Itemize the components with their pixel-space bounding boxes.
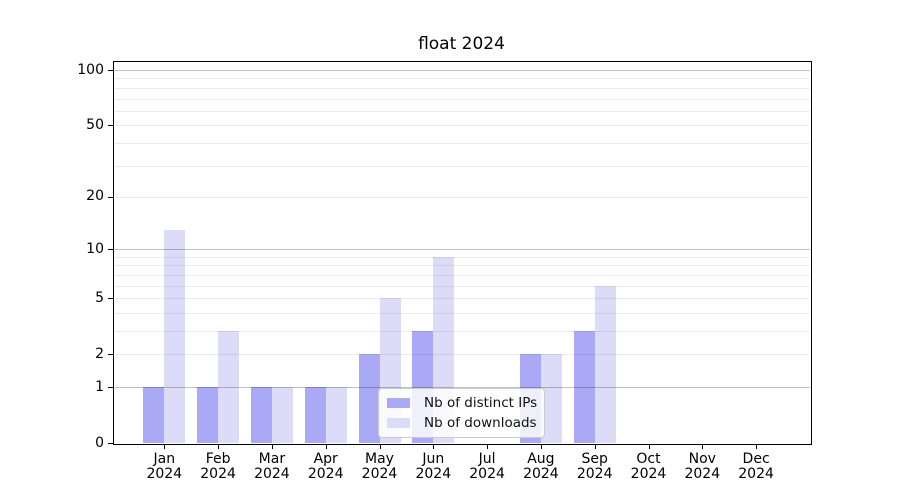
x-tick-apr-2024 <box>325 444 327 449</box>
x-tick-label-dec-2024: Dec 2024 <box>720 452 792 482</box>
x-tick-sep-2024 <box>594 444 596 449</box>
x-tick-label-line: 2024 <box>523 466 559 482</box>
y-tick-label-1: 1 <box>95 378 104 395</box>
bar-nb-of-downloads-jan-2024 <box>164 229 186 443</box>
x-tick-jan-2024 <box>164 444 166 449</box>
x-tick-label-nov-2024: Nov 2024 <box>666 452 738 482</box>
x-tick-label-line: 2024 <box>684 466 721 482</box>
legend-entry-distinct-ips: Nb of distinct IPs <box>387 395 538 412</box>
x-tick-label-line: 2024 <box>254 466 290 482</box>
bar-nb-of-distinct-ips-may-2024 <box>358 354 380 443</box>
y-tick-1 <box>108 387 113 388</box>
x-tick-label-line: Feb <box>205 451 231 467</box>
y-tick-20 <box>108 196 113 198</box>
x-tick-dec-2024 <box>756 444 758 449</box>
bar-nb-of-downloads-mar-2024 <box>271 387 293 443</box>
y-tick-label-20: 20 <box>86 188 104 205</box>
x-tick-label-line: Jul <box>478 451 496 467</box>
x-tick-label-line: Jun <box>422 451 445 467</box>
bar-nb-of-distinct-ips-jan-2024 <box>143 387 165 443</box>
bar-nb-of-downloads-feb-2024 <box>218 331 240 443</box>
y-tick-label-0: 0 <box>95 434 104 451</box>
x-tick-label-line: Apr <box>313 451 338 467</box>
x-tick-label-mar-2024: Mar 2024 <box>236 452 308 482</box>
y-tick-label-2: 2 <box>95 345 104 362</box>
y-tick-label-5: 5 <box>95 289 104 306</box>
y-tick-2 <box>108 354 113 356</box>
x-tick-label-line: Sep <box>581 451 608 467</box>
bars-layer <box>113 61 810 443</box>
x-tick-label-apr-2024: Apr 2024 <box>290 452 362 482</box>
y-tick-50 <box>108 125 113 127</box>
bar-nb-of-distinct-ips-feb-2024 <box>197 387 219 443</box>
x-tick-label-line: Oct <box>636 451 661 467</box>
x-tick-mar-2024 <box>271 444 273 449</box>
x-tick-label-line: Dec <box>742 451 770 467</box>
x-tick-label-line: Nov <box>688 451 716 467</box>
x-tick-label-aug-2024: Aug 2024 <box>505 452 577 482</box>
chart-title: float 2024 <box>418 34 505 54</box>
bar-nb-of-distinct-ips-mar-2024 <box>250 387 272 443</box>
y-tick-10 <box>108 249 113 251</box>
x-tick-label-jul-2024: Jul 2024 <box>451 452 523 482</box>
x-tick-label-line: Jan <box>153 451 176 467</box>
x-tick-label-line: 2024 <box>361 466 398 482</box>
x-tick-label-line: 2024 <box>415 466 452 482</box>
legend-entry-downloads: Nb of downloads <box>387 414 537 431</box>
x-tick-label-line: 2024 <box>200 466 236 482</box>
legend: Nb of distinct IPs Nb of downloads <box>378 388 545 438</box>
x-tick-feb-2024 <box>218 444 220 449</box>
y-tick-100 <box>108 70 113 71</box>
x-tick-label-oct-2024: Oct 2024 <box>613 452 685 482</box>
bar-nb-of-distinct-ips-apr-2024 <box>304 387 326 443</box>
x-tick-label-line: 2024 <box>738 466 774 482</box>
x-tick-label-line: May <box>365 451 394 467</box>
x-tick-label-line: 2024 <box>576 466 613 482</box>
x-tick-label-line: 2024 <box>469 466 505 482</box>
x-tick-label-line: 2024 <box>307 466 344 482</box>
x-tick-label-line: 2024 <box>630 466 667 482</box>
x-tick-may-2024 <box>379 444 381 449</box>
x-tick-aug-2024 <box>540 444 542 449</box>
y-tick-label-50: 50 <box>86 116 104 133</box>
x-tick-jul-2024 <box>487 444 489 449</box>
x-tick-label-line: Mar <box>258 451 286 467</box>
y-tick-0 <box>108 443 113 444</box>
x-tick-label-jan-2024: Jan 2024 <box>128 452 200 482</box>
bar-nb-of-downloads-sep-2024 <box>594 285 616 443</box>
x-tick-label-line: 2024 <box>146 466 183 482</box>
x-tick-jun-2024 <box>433 444 435 449</box>
x-tick-label-jun-2024: Jun 2024 <box>397 452 469 482</box>
legend-swatch-distinct-ips-icon <box>387 398 410 409</box>
x-tick-label-line: Aug <box>527 451 555 467</box>
x-tick-label-may-2024: May 2024 <box>344 452 416 482</box>
x-tick-oct-2024 <box>648 444 650 449</box>
x-tick-nov-2024 <box>702 444 704 449</box>
y-tick-5 <box>108 298 113 300</box>
x-tick-label-feb-2024: Feb 2024 <box>182 452 254 482</box>
x-tick-label-sep-2024: Sep 2024 <box>559 452 631 482</box>
legend-swatch-downloads-icon <box>387 417 410 428</box>
y-tick-label-100: 100 <box>77 61 104 78</box>
bar-nb-of-distinct-ips-sep-2024 <box>573 331 595 443</box>
y-tick-label-10: 10 <box>86 240 104 257</box>
legend-label-distinct-ips: Nb of distinct IPs <box>424 395 538 412</box>
bar-nb-of-downloads-apr-2024 <box>325 387 347 443</box>
bar-nb-of-downloads-aug-2024 <box>540 354 562 443</box>
legend-label-downloads: Nb of downloads <box>424 414 537 431</box>
